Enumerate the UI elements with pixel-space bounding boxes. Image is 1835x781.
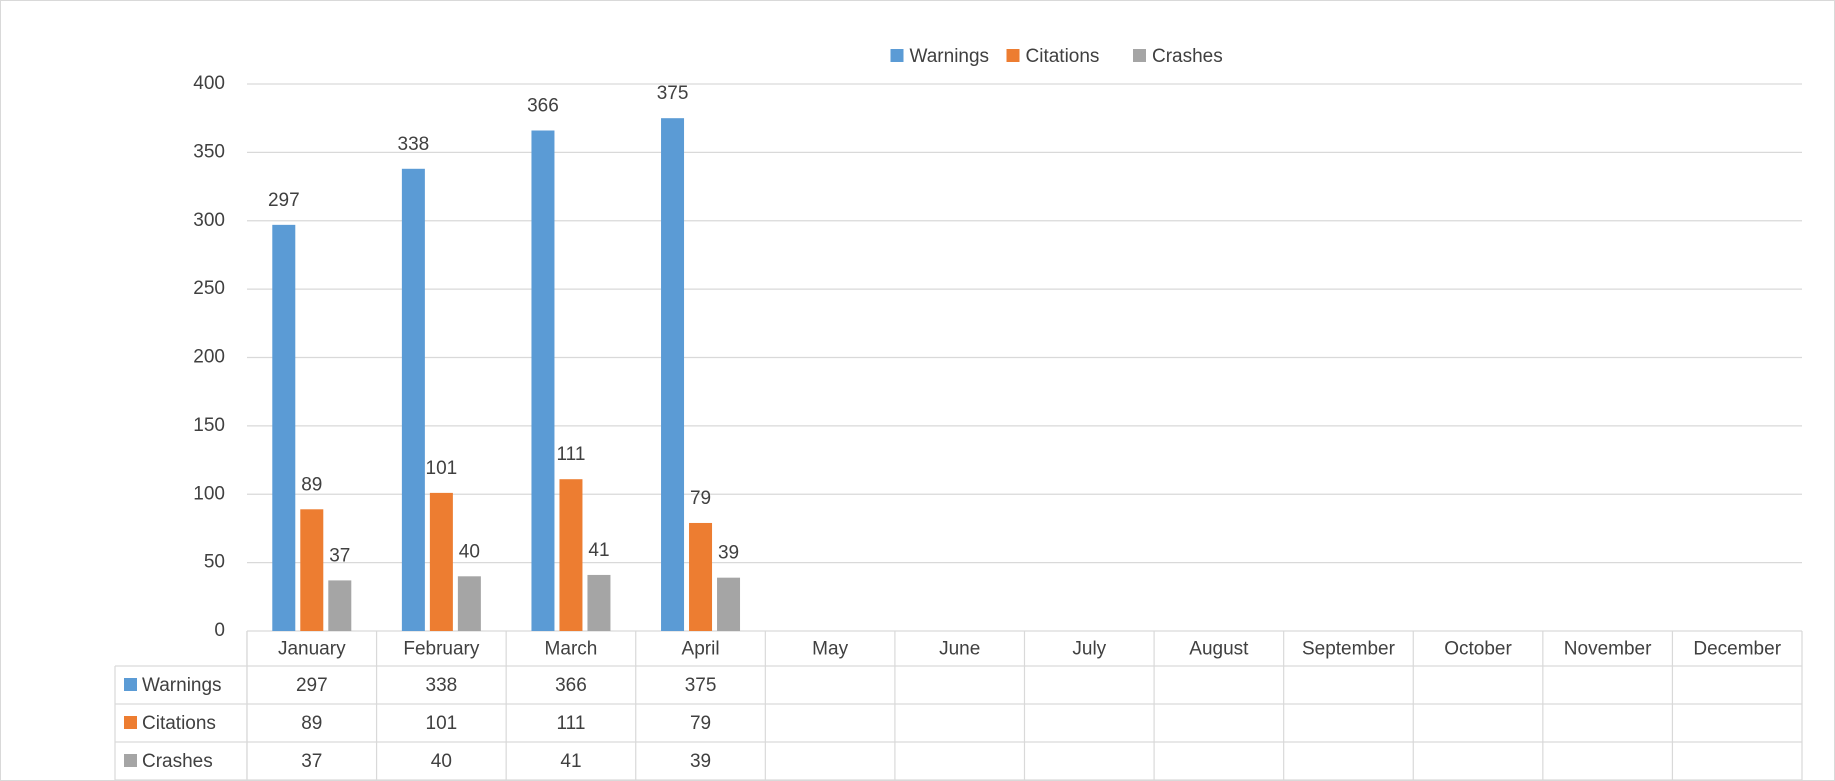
table-swatch: [124, 678, 137, 691]
x-tick-label: December: [1693, 639, 1781, 660]
table-cell: 40: [431, 751, 452, 772]
legend-swatch: [1006, 49, 1020, 62]
table-cell: 111: [557, 713, 586, 734]
bar: [661, 118, 685, 631]
y-tick-label: 400: [193, 73, 225, 94]
y-tick-label: 100: [193, 483, 225, 504]
y-tick-label: 150: [193, 415, 225, 436]
y-tick-label: 250: [193, 278, 225, 299]
x-tick-label: April: [682, 639, 720, 660]
table-cell: 37: [301, 751, 322, 772]
x-tick-label: January: [278, 639, 346, 660]
data-label: 41: [588, 540, 609, 561]
x-tick-label: August: [1189, 639, 1249, 660]
x-tick-label: February: [403, 639, 480, 660]
legend-label: Crashes: [1152, 46, 1223, 67]
table-cell: 79: [690, 713, 711, 734]
table-series-label: Crashes: [142, 751, 213, 772]
data-label: 101: [426, 458, 458, 479]
bar: [401, 168, 425, 631]
table-cell: 101: [426, 713, 458, 734]
table-cell: 366: [555, 675, 587, 696]
data-label: 111: [557, 444, 586, 465]
x-tick-label: March: [545, 639, 598, 660]
table-cell: 338: [426, 675, 458, 696]
table-cell: 297: [296, 675, 328, 696]
bar: [531, 130, 555, 631]
x-tick-label: May: [812, 639, 848, 660]
data-label: 366: [527, 96, 559, 117]
table-swatch: [124, 716, 137, 729]
table-series-label: Warnings: [142, 675, 222, 696]
bar: [272, 224, 296, 632]
legend-label: Warnings: [910, 46, 990, 67]
legend-label: Citations: [1026, 46, 1100, 67]
legend-swatch: [1133, 49, 1146, 62]
bar: [429, 492, 453, 631]
y-tick-label: 200: [193, 347, 225, 368]
table-cell: 375: [685, 675, 717, 696]
data-label: 40: [459, 541, 480, 562]
bar: [587, 574, 611, 631]
bar: [559, 479, 583, 631]
bar: [689, 522, 713, 631]
table-cell: 41: [560, 751, 581, 772]
y-tick-label: 0: [214, 620, 225, 641]
x-tick-label: November: [1564, 639, 1652, 660]
data-label: 79: [690, 488, 711, 509]
x-tick-label: June: [939, 639, 980, 660]
bar: [300, 509, 324, 631]
data-label: 338: [398, 134, 430, 155]
y-tick-label: 50: [204, 552, 225, 573]
table-cell: 89: [301, 713, 322, 734]
table-cell: 39: [690, 751, 711, 772]
table-swatch: [124, 754, 137, 767]
y-tick-label: 350: [193, 141, 225, 162]
legend-swatch: [890, 49, 904, 62]
x-tick-label: September: [1302, 639, 1396, 660]
bar: [717, 577, 741, 631]
table-series-label: Citations: [142, 713, 216, 734]
x-tick-label: October: [1444, 639, 1512, 660]
data-label: 375: [657, 83, 689, 104]
bar: [457, 576, 481, 631]
bar: [328, 580, 352, 631]
x-tick-label: July: [1072, 639, 1106, 660]
data-label: 89: [301, 474, 322, 495]
data-label: 39: [718, 543, 739, 564]
data-label: 37: [329, 545, 350, 566]
y-tick-label: 300: [193, 210, 225, 231]
data-label: 297: [268, 190, 300, 211]
